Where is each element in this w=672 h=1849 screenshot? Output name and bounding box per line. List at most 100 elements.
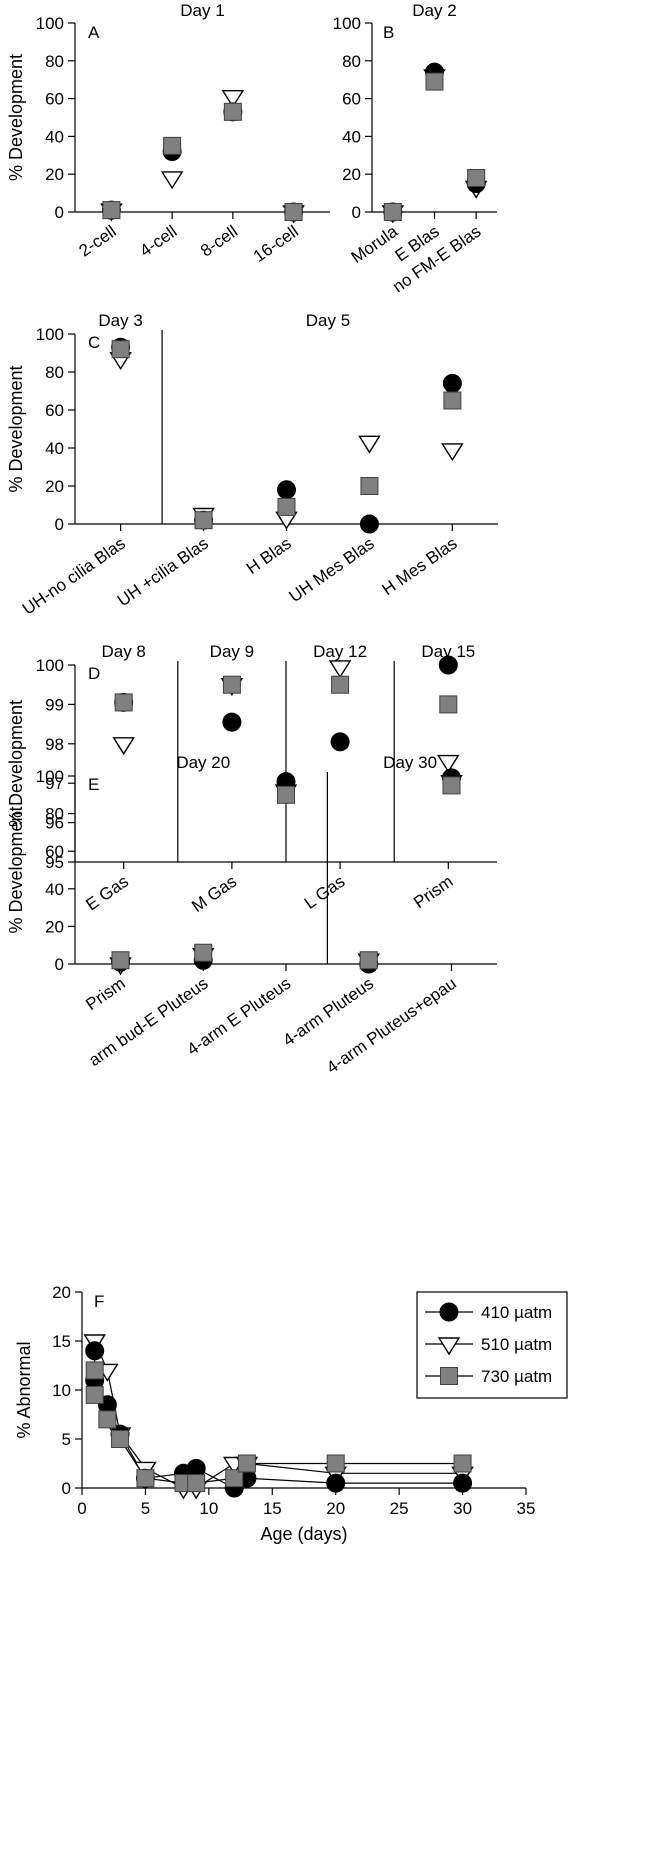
data-point-circle	[222, 712, 242, 732]
panel-letter: E	[88, 775, 99, 794]
data-point-square	[111, 951, 130, 970]
data-point-square	[443, 391, 462, 410]
data-point-triangle-down	[441, 443, 464, 462]
x-tick-label: 4-cell	[136, 222, 180, 261]
y-axis-label: % Development	[6, 700, 26, 827]
panel-c: 0 20 40 60 80 100 % Development C UH-no cilia Bl…	[6, 311, 498, 619]
data-point-square	[237, 1454, 256, 1473]
data-point-square	[111, 1430, 130, 1448]
day-label: Day 30	[383, 753, 437, 772]
y-tick-label: 95	[45, 853, 64, 872]
y-tick-label: 0	[55, 203, 64, 222]
day-label: Day 8	[101, 642, 145, 661]
data-point-triangle-down	[358, 435, 381, 454]
day-label: Day 5	[306, 311, 350, 330]
data-point-square	[331, 675, 350, 694]
data-point-triangle-down	[221, 90, 245, 109]
panel-a: 0 20 40 60 80 100 % Development A 2-cell 4-cell 8-…	[6, 1, 330, 266]
data-point-square	[194, 943, 213, 962]
y-tick-label: 20	[342, 165, 361, 184]
data-point-square	[85, 1361, 104, 1380]
data-point-square	[425, 72, 444, 91]
day-label: Day 20	[176, 753, 230, 772]
day-label: Day 3	[98, 311, 142, 330]
data-point-square	[383, 203, 402, 221]
x-tick-label: 16-cell	[250, 222, 302, 266]
legend-label: 730 µatm	[481, 1367, 552, 1386]
x-tick-label: UH-no cilia Blas	[19, 534, 129, 619]
y-tick-label: 99	[45, 695, 64, 714]
y-tick-label: 98	[45, 735, 64, 754]
legend-label: 510 µatm	[481, 1335, 552, 1354]
x-tick-label: 0	[77, 1499, 86, 1518]
data-point-square	[187, 1474, 206, 1493]
y-tick-label: 0	[55, 515, 64, 534]
panel-letter: B	[383, 23, 394, 42]
y-axis-label: % Development	[6, 365, 26, 492]
day-label: Day 2	[412, 1, 456, 20]
y-tick-label: 60	[45, 90, 64, 109]
data-point-circle	[442, 373, 462, 393]
data-point-square	[85, 1385, 104, 1404]
x-tick-label: 5	[141, 1499, 150, 1518]
y-tick-label: 100	[36, 767, 64, 786]
y-tick-label: 20	[45, 477, 64, 496]
panel-letter: F	[94, 1292, 104, 1311]
legend-marker-triangle-down	[437, 1337, 461, 1356]
y-tick-label: 97	[45, 774, 64, 793]
y-tick-label: 100	[36, 656, 64, 675]
data-point-circle	[277, 480, 296, 500]
day-label: Day 15	[421, 642, 475, 661]
x-tick-label: H Blas	[243, 534, 295, 578]
data-point-square	[223, 102, 242, 121]
x-tick-label: 10	[199, 1499, 218, 1518]
data-point-square	[136, 1469, 155, 1488]
x-tick-label: Prism	[410, 872, 456, 912]
data-point-square	[114, 693, 133, 712]
data-point-triangle-down	[160, 171, 184, 190]
day-label: Day 12	[313, 642, 367, 661]
y-tick-label: 20	[45, 917, 64, 936]
data-point-square	[439, 695, 458, 714]
data-point-square	[222, 675, 241, 694]
x-tick-label: UH +cilia Blas	[114, 534, 212, 611]
data-point-square	[467, 168, 486, 187]
y-tick-label: 96	[45, 814, 64, 833]
y-tick-label: 0	[352, 203, 361, 222]
y-tick-label: 5	[62, 1430, 71, 1449]
data-point-square	[359, 951, 378, 970]
x-tick-label: M Gas	[188, 872, 240, 916]
data-point-square	[453, 1454, 472, 1473]
panel-letter: D	[88, 664, 100, 683]
x-tick-label: 35	[517, 1499, 536, 1518]
x-tick-label: 8-cell	[197, 222, 241, 261]
y-tick-label: 80	[45, 805, 64, 824]
data-point-circle	[85, 1341, 105, 1361]
data-point-square	[111, 340, 130, 359]
y-tick-label: 10	[52, 1381, 71, 1400]
x-tick-label: Prism	[82, 974, 128, 1014]
data-point-square	[326, 1454, 345, 1473]
y-axis-label: % Development	[6, 806, 26, 933]
data-point-triangle-down	[437, 754, 460, 773]
data-point-square	[277, 497, 296, 516]
x-tick-label: 30	[453, 1499, 472, 1518]
data-point-circle	[438, 655, 458, 675]
panel-letter: A	[88, 23, 100, 42]
data-point-square	[360, 477, 379, 495]
day-label: Day 1	[180, 1, 224, 20]
panel-f: 0 5 10 15 20 % Abnormal F 0 5 10 15 20 25 30 35 Age (da…	[14, 1283, 568, 1544]
y-tick-label: 15	[52, 1332, 71, 1351]
y-tick-label: 0	[62, 1479, 71, 1498]
y-tick-label: 20	[45, 165, 64, 184]
legend: 410 µatm 510 µatm 730 µatm	[416, 1291, 568, 1399]
y-tick-label: 0	[55, 955, 64, 974]
data-point-circle	[453, 1473, 473, 1493]
x-tick-label: E Gas	[82, 872, 132, 915]
y-tick-label: 60	[342, 90, 361, 109]
x-tick-label: L Gas	[301, 872, 349, 913]
data-point-square	[194, 511, 213, 530]
y-tick-label: 100	[36, 14, 64, 33]
x-tick-label: H Mes Blas	[379, 534, 461, 599]
x-tick-label: UH Mes Blas	[286, 534, 378, 606]
